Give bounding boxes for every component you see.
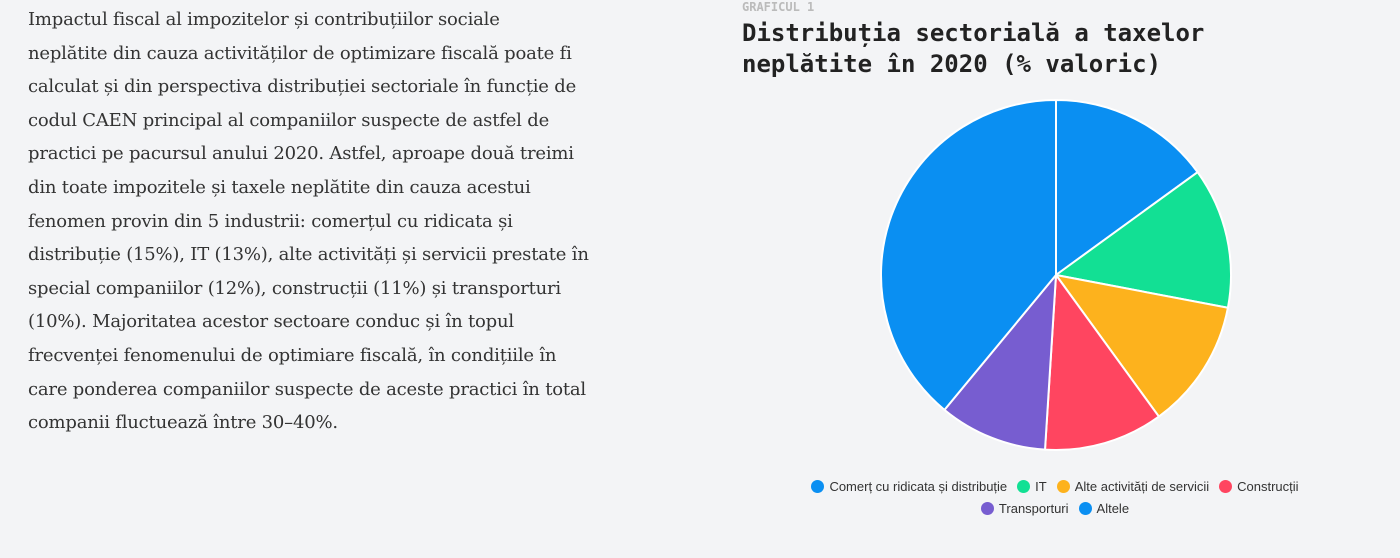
text-line: distribuție (15%), IT (13%), alte activi…: [28, 244, 589, 266]
legend-item: Transporturi: [980, 500, 1069, 517]
legend-label: Transporturi: [998, 501, 1069, 516]
text-line: din toate impozitele și taxele neplătite…: [28, 176, 531, 198]
legend-item: Alte activități de servicii: [1056, 478, 1210, 495]
legend-marker: [1017, 480, 1031, 493]
legend-marker: [811, 480, 825, 493]
text-line: Impactul fiscal al impozitelor și contri…: [28, 9, 500, 30]
chart-title: Distribuția sectorială a taxelor neplăti…: [742, 19, 1205, 78]
text-line: care ponderea companiilor suspecte de ac…: [28, 378, 586, 400]
legend-marker: [980, 502, 994, 515]
pie-chart: [880, 98, 1232, 451]
text-line: fenomen provin din 5 industrii: comerțul…: [28, 210, 513, 232]
pie-slice: [1043, 272, 1161, 451]
legend-label: IT: [1035, 479, 1047, 494]
legend-item: Comerț cu ridicata și distribuție: [811, 478, 1007, 495]
chart-label: GRAFICUL 1: [742, 0, 815, 14]
text-line: special companiilor (12%), construcții (…: [28, 277, 561, 299]
text-line: frecvenței fenomenului de optimiare fisc…: [28, 344, 557, 366]
pie-slice: [880, 98, 1057, 412]
legend-label: Altele: [1096, 501, 1130, 516]
article: Impactul fiscal al impozitelor și contri…: [28, 3, 589, 440]
text-line: (10%). Majoritatea acestor sectoare cond…: [28, 311, 514, 333]
legend-marker: [1219, 480, 1233, 493]
pie-slice: [943, 271, 1058, 451]
pie-slice: [1053, 170, 1232, 309]
pie-slice: [1053, 273, 1230, 418]
legend-item: IT: [1017, 478, 1047, 495]
text-line: companii fluctuează între 30–40%.: [28, 412, 338, 434]
legend-item: Altele: [1078, 500, 1130, 517]
legend-label: Construcții: [1237, 479, 1299, 494]
text-line: calculat și din perspectiva distribuției…: [28, 76, 577, 98]
legend-marker: [1056, 480, 1070, 493]
legend-label: Comerț cu ridicata și distribuție: [829, 479, 1008, 494]
pie-slice: [1055, 98, 1199, 277]
text-line: neplătite din cauza activităților de opt…: [28, 42, 572, 64]
text-line: practici pe pacursul anului 2020. Astfel…: [28, 143, 574, 165]
legend-label: Alte activități de servicii: [1074, 479, 1210, 494]
legend-marker: [1078, 502, 1092, 515]
text-line: codul CAEN principal al companiilor susp…: [28, 109, 550, 131]
legend-item: Construcții: [1219, 478, 1299, 495]
legend: Comerț cu ridicata și distribuție IT Alte …: [775, 478, 1335, 517]
